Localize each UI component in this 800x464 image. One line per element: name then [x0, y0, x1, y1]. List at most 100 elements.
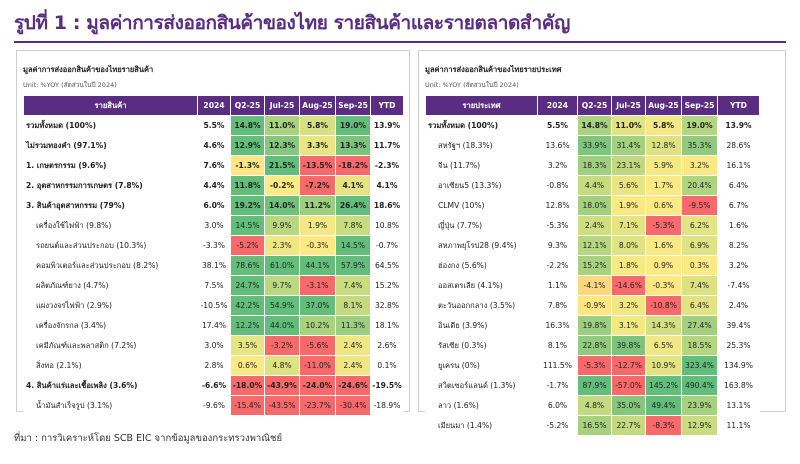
cell-q2: 19.2% [230, 195, 265, 216]
cell-ytd: 64.5% [370, 255, 404, 276]
row-label: คอมพิวเตอร์และส่วนประกอบ (8.2%) [23, 255, 198, 276]
cell-sep: 12.9% [681, 415, 718, 436]
table-row: อาเซียน5 (13.3%) -0.8% 4.4% 5.6% 1.7% 20.4% 6.… [425, 175, 760, 196]
cell-sep: 13.3% [335, 135, 371, 156]
cell-ytd: 11.7% [370, 135, 404, 156]
row-label: ผลิตภัณฑ์ยาง (4.7%) [23, 275, 198, 296]
cell-sep: 0.3% [681, 255, 718, 276]
row-label: แผงวงจรไฟฟ้า (2.9%) [23, 295, 198, 316]
cell-sep: 19.0% [681, 115, 718, 136]
cell-sep: 8.1% [335, 295, 371, 316]
cell-sep: 11.3% [335, 315, 371, 336]
cell-y2024: -10.5% [197, 295, 231, 316]
cell-ytd: 2.6% [370, 335, 404, 356]
country-table-title: มูลค่าการส่งออกสินค้าของไทยรายประเทศ [425, 65, 562, 74]
cell-jul: -57.0% [611, 375, 646, 396]
cell-ytd: 18.1% [370, 315, 404, 336]
cell-q2: 33.9% [577, 135, 612, 156]
cell-aug: 10.2% [299, 315, 336, 336]
cell-jul: 11.0% [611, 115, 646, 136]
cell-jul: 7.1% [611, 215, 646, 236]
cell-q2: 4.4% [577, 175, 612, 196]
cell-jul: 9.9% [264, 215, 300, 236]
cell-ytd: 39.4% [717, 315, 760, 336]
cell-sep: 490.4% [681, 375, 718, 396]
row-label: สหรัฐฯ (18.3%) [425, 135, 538, 156]
cell-y2024: 6.0% [197, 195, 231, 216]
cell-q2: 87.9% [577, 375, 612, 396]
cell-q2: -18.0% [230, 375, 265, 396]
cell-y2024: 5.5% [537, 115, 578, 136]
cell-jul: 39.8% [611, 335, 646, 356]
table-row: 4. สินค้าแร่และเชื้อเพลิง (3.6%) -6.6% -18… [23, 375, 404, 396]
cell-jul: -3.2% [264, 335, 300, 356]
cell-sep: 2.4% [335, 355, 371, 376]
cell-sep: 6.9% [681, 235, 718, 256]
cell-y2024: 17.4% [197, 315, 231, 336]
column-header-jul-25: Jul-25 [611, 95, 646, 116]
cell-q2: 14.8% [230, 115, 265, 136]
cell-ytd: 13.9% [370, 115, 404, 136]
cell-ytd: 4.1% [370, 175, 404, 196]
cell-sep: -18.2% [335, 155, 371, 176]
cell-y2024: 7.5% [197, 275, 231, 296]
row-label: รวมทั้งหมด (100%) [23, 115, 198, 136]
cell-jul: 44.0% [264, 315, 300, 336]
table-row: สิ่งทอ (2.1%) 2.8% 0.6% 4.8% -11.0% 2.4% 0.1% [23, 355, 404, 376]
cell-ytd: 8.2% [717, 235, 760, 256]
product-table-unit: Unit: %YOY (สัดส่วนในปี 2024) [23, 81, 117, 89]
cell-sep: -24.6% [335, 375, 371, 396]
table-row: อินเดีย (3.9%) 16.3% 19.8% 3.1% 14.3% 27.4% 39… [425, 315, 760, 336]
cell-aug: 11.2% [299, 195, 336, 216]
cell-aug: -13.5% [299, 155, 336, 176]
cell-jul: -43.5% [264, 395, 300, 416]
cell-y2024: 9.3% [537, 235, 578, 256]
table-header-row: รายประเทศ 2024 Q2-25 Jul-25 Aug-25 Sep-25 YTD [425, 95, 760, 116]
cell-sep: 26.4% [335, 195, 371, 216]
cell-sep: 57.9% [335, 255, 371, 276]
cell-sep: 18.5% [681, 335, 718, 356]
cell-aug: 6.5% [645, 335, 682, 356]
table-row: แผงวงจรไฟฟ้า (2.9%) -10.5% 42.2% 54.9% 37.0%… [23, 295, 404, 316]
cell-q2: 11.8% [230, 175, 265, 196]
column-header-2024: 2024 [537, 95, 578, 116]
cell-aug: 5.8% [299, 115, 336, 136]
cell-q2: -5.2% [230, 235, 265, 256]
table-row: ผลิตภัณฑ์ยาง (4.7%) 7.5% 24.7% 9.7% -3.1% 7.4… [23, 275, 404, 296]
cell-aug: -0.3% [299, 235, 336, 256]
column-header-2024: 2024 [197, 95, 231, 116]
cell-q2: 0.6% [230, 355, 265, 376]
cell-jul: -43.9% [264, 375, 300, 396]
cell-sep: 7.8% [335, 215, 371, 236]
column-header-jul-25: Jul-25 [264, 95, 300, 116]
table-row: เคมีภัณฑ์และพลาสติก (7.2%) 3.0% 3.5% -3.2% -… [23, 335, 404, 356]
cell-jul: 3.2% [611, 295, 646, 316]
cell-y2024: 7.6% [197, 155, 231, 176]
cell-aug: 5.9% [645, 155, 682, 176]
cell-jul: 14.0% [264, 195, 300, 216]
cell-jul: 4.8% [264, 355, 300, 376]
cell-ytd: 10.8% [370, 215, 404, 236]
cell-q2: 4.8% [577, 395, 612, 416]
row-label: รวมทั้งหมด (100%) [425, 115, 538, 136]
cell-jul: 9.7% [264, 275, 300, 296]
column-header-label: รายประเทศ [425, 95, 538, 116]
cell-aug: 0.6% [645, 195, 682, 216]
cell-q2: 12.1% [577, 235, 612, 256]
table-row: ยูเครน (0%) 111.5% -5.3% -12.7% 10.9% 323.4% 1… [425, 355, 760, 376]
cell-q2: 15.2% [577, 255, 612, 276]
row-label: 1. เกษตรกรรม (9.6%) [23, 155, 198, 176]
row-label: สวิตเซอร์แลนด์ (1.3%) [425, 375, 538, 396]
cell-q2: 78.6% [230, 255, 265, 276]
cell-ytd: -7.4% [717, 275, 760, 296]
cell-q2: 14.8% [577, 115, 612, 136]
cell-y2024: 111.5% [537, 355, 578, 376]
cell-sep: 23.9% [681, 395, 718, 416]
cell-sep: -9.5% [681, 195, 718, 216]
table-row: 1. เกษตรกรรม (9.6%) 7.6% -1.3% 21.5% -13.5% -… [23, 155, 404, 176]
cell-ytd: 13.9% [717, 115, 760, 136]
table-row: เครื่องจักรกล (3.4%) 17.4% 12.2% 44.0% 10.2%… [23, 315, 404, 336]
title-underline [14, 41, 786, 43]
cell-ytd: 28.6% [717, 135, 760, 156]
cell-aug: 49.4% [645, 395, 682, 416]
